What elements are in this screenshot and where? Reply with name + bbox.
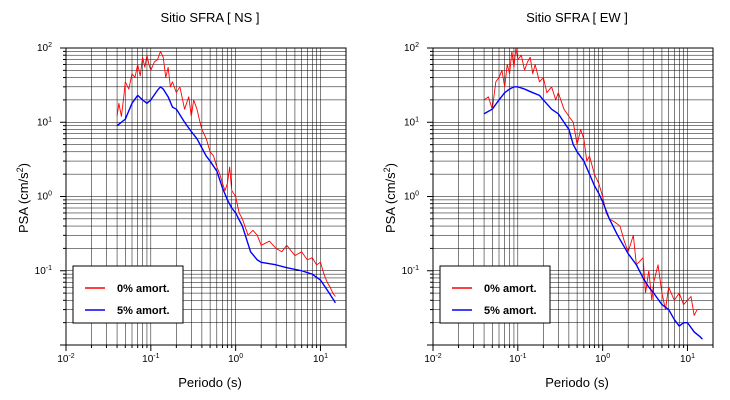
series-line-1 [483,86,703,340]
y-tick-label: 101 [37,116,52,128]
y-tick-label: 100 [404,191,419,203]
legend-box [72,265,184,324]
x-tick-label: 100 [228,353,243,365]
x-tick-labels: 10-2 10-1 100 101 [57,353,328,365]
x-tick-label: 10-1 [142,353,159,365]
x-tick-labels: 10-2 10-1 100 101 [424,353,695,365]
legend-label-0: 0% amort. [484,283,537,295]
x-tick-label: 100 [595,353,610,365]
y-tick-label: 100 [37,191,52,203]
chart-panel-ew: Sitio SFRA [ EW ] 10-1 100 101 102 10-2 10-1… [382,10,714,390]
y-tick-label: 10-1 [35,265,52,277]
x-tick-label: 10-2 [57,353,74,365]
legend-label-1: 5% amort. [484,305,537,317]
x-axis-label: Periodo (s) [178,375,242,390]
legend-label-0: 0% amort. [117,283,170,295]
x-tick-label: 101 [680,353,695,365]
x-axis-label: Periodo (s) [545,375,609,390]
y-tick-label: 10-1 [402,265,419,277]
plot-frame [432,47,714,346]
y-tick-labels: 10-1 100 101 102 [402,42,419,277]
plot-frame [65,47,347,346]
y-tick-label: 102 [37,42,52,54]
series-line-0 [116,50,336,297]
x-tick-label: 10-2 [424,353,441,365]
chart-title: Sitio SFRA [ EW ] [526,10,628,25]
legend-box [439,265,551,324]
chart-panel-ns: Sitio SFRA [ NS ] 10-1 100 101 102 10-2 10-1… [15,10,347,390]
x-tick-label: 101 [313,353,328,365]
series-line-0 [483,47,700,316]
y-tick-label: 102 [404,42,419,54]
chart-title: Sitio SFRA [ NS ] [161,10,260,25]
series-lines [116,50,336,304]
y-tick-label: 101 [404,116,419,128]
legend: 0% amort. 5% amort. [72,265,184,324]
y-axis-label: PSA (cm/s2) [382,163,398,233]
y-axis-label: PSA (cm/s2) [15,163,31,233]
x-tick-label: 10-1 [509,353,526,365]
y-tick-labels: 10-1 100 101 102 [35,42,52,277]
legend-label-1: 5% amort. [117,305,170,317]
legend: 0% amort. 5% amort. [439,265,551,324]
series-lines [483,47,703,340]
series-line-1 [116,86,336,304]
